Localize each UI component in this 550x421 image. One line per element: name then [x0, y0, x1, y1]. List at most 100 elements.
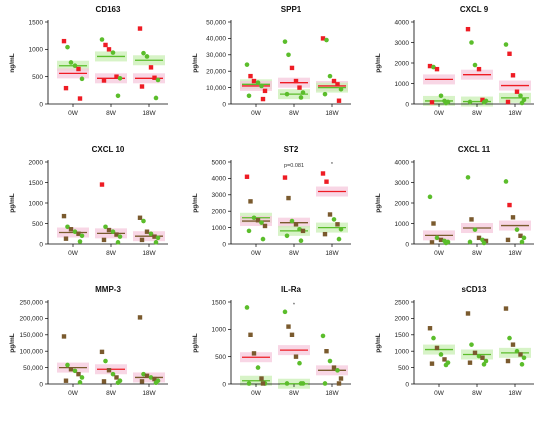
data-point [139, 237, 145, 243]
data-point [76, 66, 81, 72]
data-point [152, 75, 157, 80]
data-point [476, 353, 482, 359]
y-tick-label: 500 [215, 354, 226, 361]
data-point [510, 342, 516, 347]
data-point [246, 228, 252, 234]
data-point [255, 365, 261, 370]
data-point [260, 96, 266, 102]
data-point [480, 97, 485, 103]
data-point [427, 194, 433, 200]
data-point [298, 381, 304, 386]
x-tick-label: 8W [472, 390, 483, 397]
data-point [259, 220, 264, 225]
y-axis-label: pg/mL [192, 333, 199, 353]
data-point [144, 229, 150, 234]
data-point [99, 349, 105, 355]
data-point [106, 368, 112, 373]
data-point [115, 240, 121, 245]
y-tick-label: 2000 [395, 60, 410, 67]
data-point [443, 100, 449, 106]
data-point [248, 73, 253, 79]
data-point [505, 237, 511, 243]
data-point [521, 355, 527, 361]
data-point [465, 26, 471, 32]
y-tick-label: 0 [222, 381, 226, 388]
x-tick-label: 18W [508, 390, 522, 397]
y-tick-label: 20,000 [206, 69, 226, 76]
x-tick-label: 18W [325, 390, 339, 397]
data-point [246, 93, 252, 99]
data-point [286, 195, 291, 201]
y-tick-label: 0 [405, 101, 409, 108]
data-point [244, 305, 250, 310]
y-tick-label: 3000 [395, 40, 410, 47]
x-tick-label: 18W [508, 110, 522, 117]
data-point [244, 174, 250, 179]
data-point [331, 365, 337, 370]
chart-panel: ST2 pg/mL 0 1000 2000 3000 4000 5000 0W 8W 18W p=0.… [183, 140, 366, 280]
data-point [335, 368, 340, 373]
data-point [297, 360, 302, 366]
x-tick-label: 8W [106, 250, 117, 257]
data-point [72, 229, 78, 234]
data-point [324, 349, 329, 354]
data-point [335, 222, 340, 227]
x-tick-label: 0W [68, 390, 79, 397]
data-point [434, 345, 440, 351]
data-point [110, 50, 116, 55]
data-point [61, 334, 67, 339]
data-point [153, 95, 159, 101]
data-point [322, 91, 328, 97]
chart-panel: sCD13 pg/mL 0 500 1000 1500 2000 2500 0W 8W 18W [366, 280, 549, 420]
x-tick-label: 0W [68, 110, 79, 117]
data-point [438, 352, 444, 357]
data-point [77, 96, 83, 101]
chart-svg: ST2 pg/mL 0 1000 2000 3000 4000 5000 0W 8W 18W p=0.… [192, 145, 351, 257]
data-point [114, 232, 119, 237]
data-point [335, 82, 340, 87]
chart-panel: CXCL 11 pg/mL 0 1000 2000 3000 4000 0W 8W 18W [366, 140, 549, 280]
data-point [472, 227, 478, 232]
data-point [518, 233, 523, 238]
data-point [155, 77, 161, 83]
chart-panel: CXCL 10 pg/mL 0 500 1000 1500 2000 0W 8W 18W [0, 140, 183, 280]
y-axis-label: pg/mL [375, 53, 382, 73]
data-point [148, 231, 154, 237]
data-point [286, 324, 291, 329]
data-point [481, 362, 487, 367]
x-tick-label: 18W [142, 110, 156, 117]
data-point [282, 175, 288, 180]
data-point [284, 381, 290, 386]
data-point [101, 379, 107, 384]
x-tick-label: 18W [142, 250, 156, 257]
data-point [327, 358, 333, 364]
chart-svg: SPP1 pg/mL 0 10,000 20,000 30,000 40,000 50,000… [192, 5, 351, 117]
data-point [431, 64, 436, 70]
x-tick-label: 0W [434, 250, 445, 257]
data-point [481, 100, 487, 105]
data-point [153, 240, 159, 245]
y-tick-label: 40,000 [206, 36, 226, 43]
data-point [260, 381, 266, 386]
y-tick-label: 250,000 [20, 299, 44, 306]
y-tick-label: 4000 [395, 159, 410, 166]
x-tick-label: 8W [472, 110, 483, 117]
data-point [322, 231, 328, 237]
annotation-label: * [293, 302, 296, 308]
data-point [505, 99, 511, 105]
data-point [514, 348, 520, 354]
x-tick-label: 0W [434, 390, 445, 397]
data-point [503, 306, 509, 311]
data-point [79, 233, 85, 239]
y-tick-label: 2000 [212, 209, 227, 216]
data-point [483, 238, 489, 244]
y-axis-label: pg/mL [192, 193, 199, 213]
data-point [114, 74, 119, 79]
data-point [144, 373, 150, 378]
y-tick-label: 0 [405, 381, 409, 388]
data-point [153, 380, 159, 385]
x-tick-label: 8W [472, 250, 483, 257]
x-tick-label: 8W [289, 390, 300, 397]
y-axis-label: pg/mL [9, 193, 16, 213]
data-point [79, 76, 85, 82]
